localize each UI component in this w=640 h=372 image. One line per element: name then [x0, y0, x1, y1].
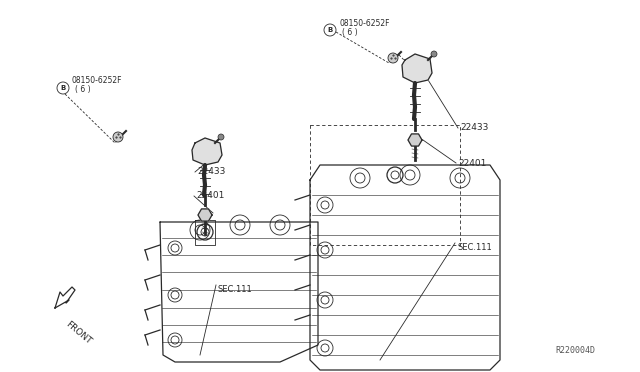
Circle shape [324, 24, 336, 36]
Circle shape [218, 134, 224, 140]
Text: 22401: 22401 [196, 192, 225, 201]
Text: 08150-6252F: 08150-6252F [72, 76, 122, 85]
Text: R220004D: R220004D [555, 346, 595, 355]
Circle shape [431, 51, 437, 57]
Text: ( 6 ): ( 6 ) [342, 28, 358, 37]
Polygon shape [192, 138, 222, 165]
Polygon shape [55, 287, 75, 308]
Text: SEC.111: SEC.111 [218, 285, 253, 294]
Text: B: B [328, 27, 333, 33]
Text: 08150-6252F: 08150-6252F [339, 19, 390, 28]
Text: 22433: 22433 [197, 167, 225, 176]
Text: 22433: 22433 [460, 124, 488, 132]
Text: FRONT: FRONT [64, 320, 93, 346]
Polygon shape [198, 209, 212, 221]
Circle shape [57, 82, 69, 94]
Text: SEC.111: SEC.111 [457, 243, 492, 252]
Polygon shape [408, 134, 422, 146]
Text: B: B [60, 85, 66, 91]
Circle shape [113, 132, 123, 142]
Text: 22401: 22401 [458, 158, 486, 167]
Text: ( 6 ): ( 6 ) [75, 85, 91, 94]
Circle shape [388, 53, 398, 63]
Polygon shape [402, 54, 432, 83]
